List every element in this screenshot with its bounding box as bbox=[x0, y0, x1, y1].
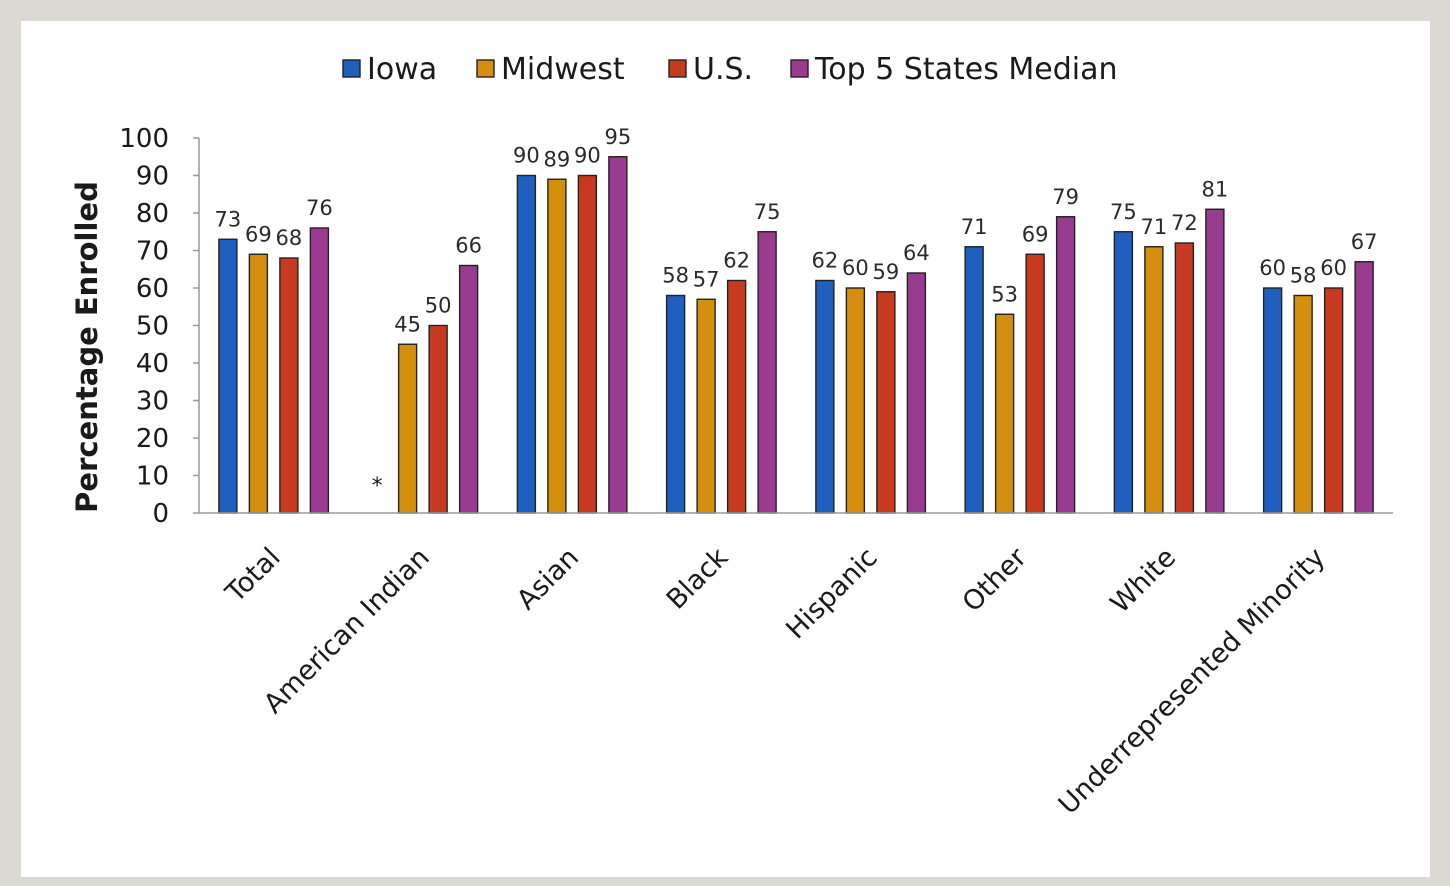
y-axis-label: Percentage Enrolled bbox=[70, 181, 104, 513]
data-label: 89 bbox=[544, 147, 571, 171]
y-tick-label: 20 bbox=[136, 424, 169, 454]
bar bbox=[218, 238, 238, 514]
data-label: 50 bbox=[425, 294, 452, 318]
bar bbox=[757, 231, 777, 514]
legend-label: Midwest bbox=[501, 52, 625, 87]
bar bbox=[876, 291, 896, 514]
data-label: 73 bbox=[215, 207, 242, 231]
data-label: 71 bbox=[961, 215, 988, 239]
data-label: 79 bbox=[1052, 185, 1079, 209]
bar bbox=[1205, 208, 1225, 514]
y-tick-label: 80 bbox=[136, 199, 169, 229]
data-label: 45 bbox=[394, 312, 421, 336]
bar bbox=[608, 156, 628, 514]
y-tick-label: 90 bbox=[136, 162, 169, 192]
data-label: 59 bbox=[873, 260, 900, 284]
bar bbox=[547, 178, 567, 514]
data-label: 60 bbox=[842, 256, 869, 280]
bar bbox=[1174, 242, 1195, 514]
data-label: 69 bbox=[1022, 222, 1049, 246]
category-label: Underrepresented Minority bbox=[1053, 542, 1332, 821]
legend-swatch bbox=[342, 59, 361, 78]
data-label: 90 bbox=[574, 144, 601, 168]
data-label: 57 bbox=[693, 267, 720, 291]
data-label: 75 bbox=[754, 200, 781, 224]
chart-panel: Iowa Midwest U.S. Top 5 States Median Perce… bbox=[21, 21, 1430, 877]
bar bbox=[1323, 287, 1344, 514]
data-label: 90 bbox=[513, 144, 540, 168]
legend-swatch bbox=[668, 59, 687, 78]
data-label: 60 bbox=[1259, 256, 1286, 280]
bar bbox=[1055, 216, 1076, 514]
data-label: 60 bbox=[1320, 256, 1347, 280]
bar bbox=[516, 174, 537, 514]
legend-swatch bbox=[790, 59, 809, 78]
y-tick-label: 40 bbox=[136, 349, 169, 379]
bar bbox=[397, 343, 418, 514]
category-label: Asian bbox=[511, 542, 585, 616]
data-label: 62 bbox=[812, 249, 839, 273]
y-tick-label: 70 bbox=[136, 237, 169, 267]
bar bbox=[577, 174, 598, 514]
bar-chart: Iowa Midwest U.S. Top 5 States Median Perce… bbox=[70, 52, 1393, 821]
category-label: Total bbox=[219, 542, 286, 609]
legend: Iowa Midwest U.S. Top 5 States Median bbox=[342, 52, 1117, 87]
bar bbox=[1144, 246, 1164, 514]
bars bbox=[218, 156, 1374, 514]
category-label: American Indian bbox=[258, 542, 436, 720]
category-label: Hispanic bbox=[780, 542, 883, 645]
bar bbox=[696, 298, 716, 514]
category-label: Other bbox=[957, 541, 1034, 618]
bar bbox=[815, 279, 835, 514]
bar bbox=[279, 257, 299, 514]
data-label: 68 bbox=[276, 226, 303, 250]
data-label: 69 bbox=[245, 222, 272, 246]
data-label: 64 bbox=[903, 241, 930, 265]
bar bbox=[845, 287, 866, 514]
bar bbox=[906, 272, 927, 514]
y-tick-label: 30 bbox=[136, 387, 169, 417]
legend-label: Iowa bbox=[367, 52, 437, 87]
data-label: 95 bbox=[605, 125, 632, 149]
bar bbox=[458, 264, 479, 514]
bar bbox=[964, 246, 984, 514]
bar bbox=[248, 253, 269, 514]
data-label: 66 bbox=[455, 234, 482, 258]
bar bbox=[726, 279, 747, 514]
legend-label: U.S. bbox=[693, 52, 753, 87]
bar bbox=[994, 313, 1015, 514]
bar bbox=[1113, 231, 1134, 514]
data-label: 53 bbox=[991, 282, 1018, 306]
data-label: 58 bbox=[1290, 264, 1317, 288]
bar bbox=[1354, 261, 1374, 514]
data-label: 62 bbox=[723, 249, 750, 273]
data-label: 67 bbox=[1351, 230, 1378, 254]
data-label: 71 bbox=[1141, 215, 1168, 239]
y-tick-label: 60 bbox=[136, 274, 169, 304]
category-label: White bbox=[1105, 542, 1182, 619]
y-tick-label: 10 bbox=[136, 462, 169, 492]
category-label: Black bbox=[661, 542, 735, 616]
bar bbox=[665, 294, 686, 514]
y-tick-label: 0 bbox=[152, 499, 169, 529]
bar bbox=[1293, 294, 1313, 514]
data-label: 81 bbox=[1202, 177, 1229, 201]
data-label: 76 bbox=[306, 196, 333, 220]
bar bbox=[309, 227, 330, 514]
y-axis-ticks: 0 10 20 30 40 50 60 70 80 90 100 bbox=[119, 124, 199, 529]
y-tick-label: 100 bbox=[119, 124, 169, 154]
bar bbox=[1262, 287, 1283, 514]
suppressed-note: * bbox=[372, 474, 383, 499]
legend-label: Top 5 States Median bbox=[814, 52, 1117, 87]
y-tick-label: 50 bbox=[136, 312, 169, 342]
bar bbox=[1025, 253, 1045, 514]
bar bbox=[428, 324, 448, 514]
data-label: 58 bbox=[662, 264, 689, 288]
data-label: 75 bbox=[1110, 200, 1137, 224]
data-label: 72 bbox=[1171, 211, 1198, 235]
legend-swatch bbox=[476, 59, 495, 78]
